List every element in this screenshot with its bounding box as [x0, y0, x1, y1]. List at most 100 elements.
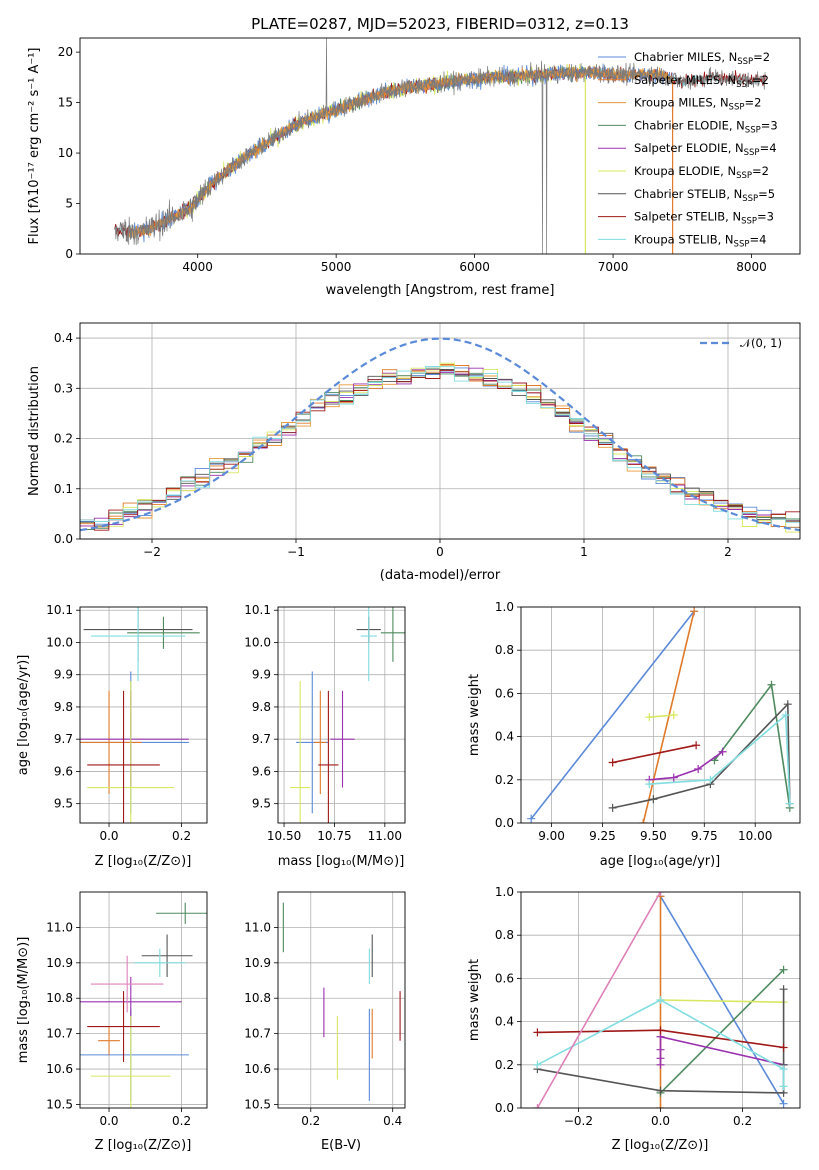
mass-vs-ebv-panel: E(B-V) — [321, 1138, 361, 1153]
weight-point-marker — [783, 700, 792, 709]
legend-text: Salpeter ELODIE, N — [634, 141, 744, 155]
legend-entry: Chabrier ELODIE, NSSP=3 — [634, 118, 778, 135]
legend-text: Salpeter STELIB, N — [634, 210, 741, 224]
y-tick-label: 11.0 — [244, 920, 271, 934]
spectrum-plot-area — [114, 38, 766, 254]
y-tick-label: 0.2 — [54, 432, 73, 446]
legend-subscript: SSP — [742, 194, 758, 204]
y-tick-label: 10.0 — [244, 635, 271, 649]
x-tick-label: 6000 — [459, 260, 490, 274]
legend-text: Chabrier MILES, N — [634, 50, 737, 64]
y-tick-label: 9.8 — [252, 700, 271, 714]
y-tick-label: 9.9 — [252, 668, 271, 682]
y-tick-label: 11.0 — [46, 920, 73, 934]
x-tick-label: 9.75 — [691, 829, 718, 843]
age-vs-mass-frame — [277, 606, 406, 824]
legend-text: =2 — [753, 50, 770, 64]
x-tick-label: 9.50 — [640, 829, 667, 843]
y-tick-label: 9.5 — [54, 797, 73, 811]
x-tick-label: 8000 — [736, 260, 767, 274]
weight-point-marker — [779, 1099, 788, 1108]
spectrum-model-line — [183, 65, 586, 215]
y-tick-label: 10.7 — [46, 1027, 73, 1041]
weight-point-marker — [656, 1104, 665, 1108]
weight-series-line — [713, 682, 791, 809]
weight-series-line — [659, 1035, 784, 1066]
y-tick-label: 0.4 — [495, 1015, 514, 1029]
mass-vs-Z-axes: 0.0 0.2 10.5 10.6 10.7 10.8 10.9 11.0 — [46, 891, 208, 1128]
weight-z-xlabel: Z [log₁₀(Z/Z⊙)] — [612, 1138, 709, 1153]
age-vs-Z-plot-area — [80, 607, 200, 823]
y-tick-label: 0.3 — [54, 381, 73, 395]
y-tick-label: 15 — [58, 96, 73, 110]
x-tick-label: 0.2 — [172, 829, 191, 843]
weight-point-marker — [608, 758, 617, 767]
mass-vs-z-panel: Z [log₁₀(Z/Z⊙)] mass [log₁₀(M/M⊙)] — [16, 937, 191, 1153]
residuals-plot-area — [80, 337, 800, 539]
legend-entry: Kroupa MILES, NSSP=2 — [634, 96, 761, 113]
normal-legend-label: 𝒩(0, 1) — [740, 336, 782, 350]
normal-curve — [80, 337, 800, 532]
x-tick-label: −2 — [143, 545, 161, 559]
y-tick-label: 9.5 — [252, 797, 271, 811]
histogram-step-line — [80, 366, 800, 539]
x-tick-label: 1 — [580, 545, 588, 559]
x-tick-label: 4000 — [182, 260, 213, 274]
legend-text: =2 — [752, 164, 769, 178]
y-tick-label: 9.6 — [252, 764, 271, 778]
y-tick-label: 0.2 — [495, 773, 514, 787]
y-tick-label: 10.5 — [46, 1097, 73, 1111]
legend-subscript: SSP — [745, 125, 761, 135]
age-vs-Z-axes: 0.0 0.2 9.5 9.6 9.7 9.8 9.9 10.0 10.1 — [46, 603, 208, 843]
weight-age-xlabel: age [log₁₀(age/yr)] — [600, 854, 721, 869]
weight-point-marker — [669, 773, 678, 782]
legend-text: =3 — [757, 210, 774, 224]
weight-series-line — [530, 610, 695, 820]
age-z-ylabel: age [log₁₀(age/yr)] — [16, 655, 31, 776]
residuals-ylabel: Normed distribution — [27, 366, 42, 496]
y-tick-label: 10.7 — [244, 1027, 271, 1041]
weight-point-marker — [656, 892, 665, 896]
age-vs-mass-plot-area — [290, 607, 405, 823]
legend-text: Kroupa MILES, N — [634, 96, 729, 110]
weight-series-line — [536, 892, 662, 1108]
legend-subscript: SSP — [737, 57, 753, 67]
weight-vs-z-panel: Z [log₁₀(Z/Z⊙)] mass weight — [467, 959, 708, 1153]
age-vs-Z-frame — [79, 606, 208, 824]
age-mass-xlabel: mass [log₁₀(M/M⊙)] — [278, 854, 405, 869]
legend-subscript: SSP — [741, 217, 757, 227]
weight-vs-age-panel: age [log₁₀(age/yr)] mass weight — [467, 674, 720, 869]
weight-point-marker — [639, 819, 648, 823]
x-tick-label: 0.2 — [172, 1114, 191, 1128]
weight-point-marker — [656, 1054, 665, 1063]
residuals-xlabel: (data-model)/error — [380, 568, 501, 583]
mass-vs-Z-plot-area — [80, 902, 207, 1108]
y-tick-label: 1.0 — [495, 885, 514, 899]
legend-subscript: SSP — [736, 171, 752, 181]
weight-point-marker — [781, 711, 790, 719]
age-vs-mass-axes: 10.50 10.75 11.00 9.5 9.6 9.7 9.8 9.9 10.0 10.1 — [244, 603, 406, 843]
spectrum-data-line — [114, 38, 766, 254]
weight-point-marker — [533, 1104, 542, 1108]
residuals-axes: −2 −1 0 1 2 0.0 0.1 0.2 0.3 0.4 — [54, 322, 801, 559]
weight-point-marker — [767, 680, 776, 689]
spectrum-axes: 4000 5000 6000 7000 8000 0 5 10 15 20 Chabrier MIL… — [58, 37, 801, 274]
weight-series-line — [537, 999, 785, 1087]
y-tick-label: 9.8 — [54, 700, 73, 714]
mass-vs-EBV-plot-area — [282, 902, 401, 1101]
legend-entry: Chabrier MILES, NSSP=2 — [634, 50, 770, 67]
weight-point-marker — [779, 1043, 788, 1052]
weight-vs-age-axes: 9.00 9.25 9.50 9.75 10.00 0.0 0.2 0.4 0.6 0.8 1.0 — [495, 600, 801, 843]
x-tick-label: 0 — [436, 545, 444, 559]
x-tick-label: 0.0 — [99, 829, 118, 843]
weight-point-marker — [692, 741, 701, 750]
legend-text: Kroupa STELIB, N — [634, 232, 734, 246]
weight-series-line — [649, 751, 724, 781]
weight-vs-age-frame — [520, 606, 801, 824]
weight-point-marker — [656, 1026, 665, 1035]
x-tick-label: 0.0 — [99, 1114, 118, 1128]
weight-point-marker — [527, 814, 536, 823]
x-tick-label: 0.2 — [301, 1114, 320, 1128]
y-tick-label: 1.0 — [495, 600, 514, 614]
